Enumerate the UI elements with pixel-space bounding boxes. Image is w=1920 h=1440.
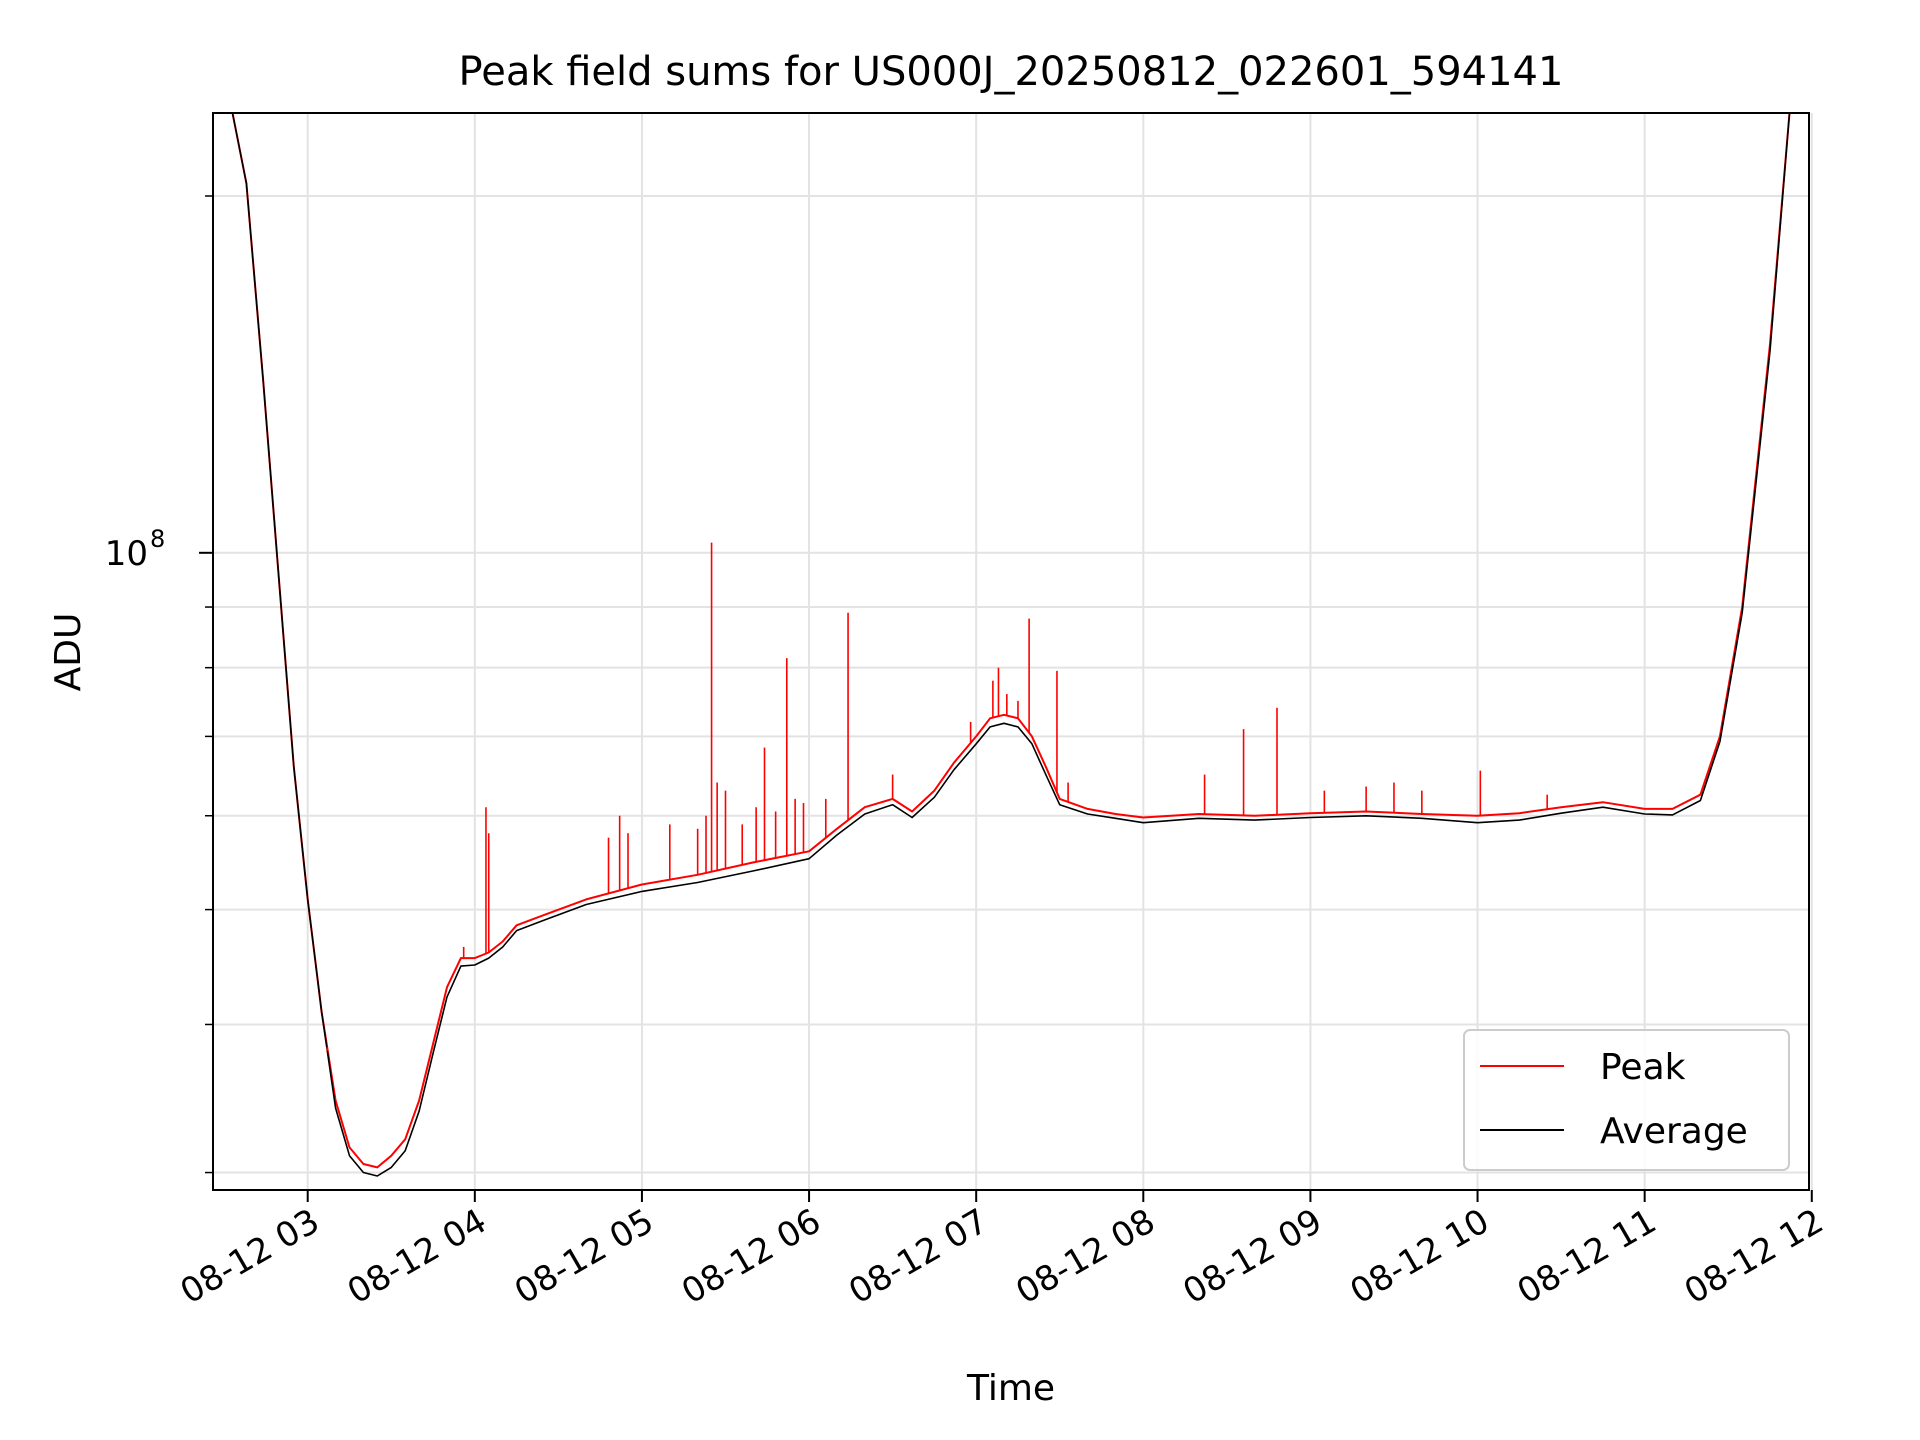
x-tick-label: 08-12 04 [341,1201,493,1312]
x-axis-label: Time [966,1368,1055,1409]
x-tick-label: 08-12 09 [1177,1201,1329,1312]
x-tick-label: 08-12 11 [1511,1201,1663,1312]
x-tick-label: 08-12 08 [1009,1201,1161,1312]
x-tick-label: 08-12 03 [174,1201,326,1312]
x-tick-label: 08-12 06 [675,1201,827,1312]
y-axis-label: ADU [48,613,89,692]
grid-lines [213,113,1813,1190]
legend-average-label: Average [1600,1111,1748,1152]
x-tick-label: 08-12 07 [842,1201,994,1312]
series-line-peak [213,113,1809,1169]
x-tick-label: 08-12 10 [1344,1201,1496,1312]
legend: Peak Average [1463,1029,1790,1171]
legend-peak-label: Peak [1600,1047,1686,1088]
x-tick-label: 08-12 12 [1678,1201,1830,1312]
y-tick-label-base: 10 [105,534,148,574]
y-tick-label-exponent: 8 [150,525,165,553]
plot-frame [212,112,1810,1191]
series-line-average [213,113,1809,1177]
series-layer [213,113,1809,1177]
chart-title: Peak field sums for US000J_20250812_0226… [459,49,1564,95]
x-tick-label: 08-12 05 [508,1201,660,1312]
